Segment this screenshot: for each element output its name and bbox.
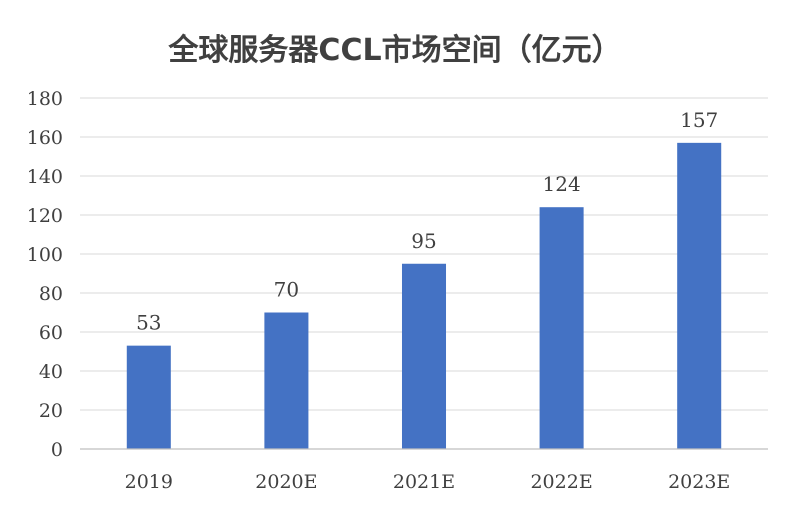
data-label: 70 bbox=[274, 278, 299, 302]
bar-2021E bbox=[401, 263, 447, 449]
x-tick-label: 2023E bbox=[668, 471, 730, 493]
y-tick-label: 60 bbox=[39, 322, 63, 344]
y-tick-label: 100 bbox=[27, 244, 63, 266]
y-tick-label: 120 bbox=[27, 205, 63, 227]
y-axis-ticks: 0 20 40 60 80 100 120 140 160 180 bbox=[27, 88, 63, 461]
x-tick-label: 2021E bbox=[393, 471, 455, 493]
x-axis-ticks: 2019 2020E 2021E 2022E 2023E bbox=[125, 471, 731, 493]
data-label: 124 bbox=[543, 172, 581, 196]
bars bbox=[126, 142, 722, 449]
data-labels: 53 70 95 124 157 bbox=[136, 108, 718, 335]
bar-2019 bbox=[126, 345, 171, 449]
x-tick-label: 2019 bbox=[125, 471, 173, 493]
y-tick-label: 160 bbox=[27, 127, 63, 149]
x-tick-label: 2020E bbox=[255, 471, 317, 493]
data-label: 157 bbox=[680, 108, 718, 132]
bar-2022E bbox=[539, 207, 584, 449]
y-tick-label: 20 bbox=[39, 400, 63, 422]
y-tick-label: 40 bbox=[39, 361, 63, 383]
x-tick-label: 2022E bbox=[530, 471, 592, 493]
data-label: 95 bbox=[411, 229, 436, 253]
data-label: 53 bbox=[136, 311, 161, 335]
y-tick-label: 0 bbox=[51, 439, 63, 461]
chart-title: 全球服务器CCL市场空间（亿元） bbox=[167, 33, 621, 68]
gridlines bbox=[80, 97, 768, 411]
bar-2023E bbox=[677, 142, 722, 449]
bar-2020E bbox=[264, 312, 309, 449]
y-tick-label: 80 bbox=[39, 283, 63, 305]
y-tick-label: 180 bbox=[27, 88, 63, 110]
y-tick-label: 140 bbox=[27, 166, 63, 188]
